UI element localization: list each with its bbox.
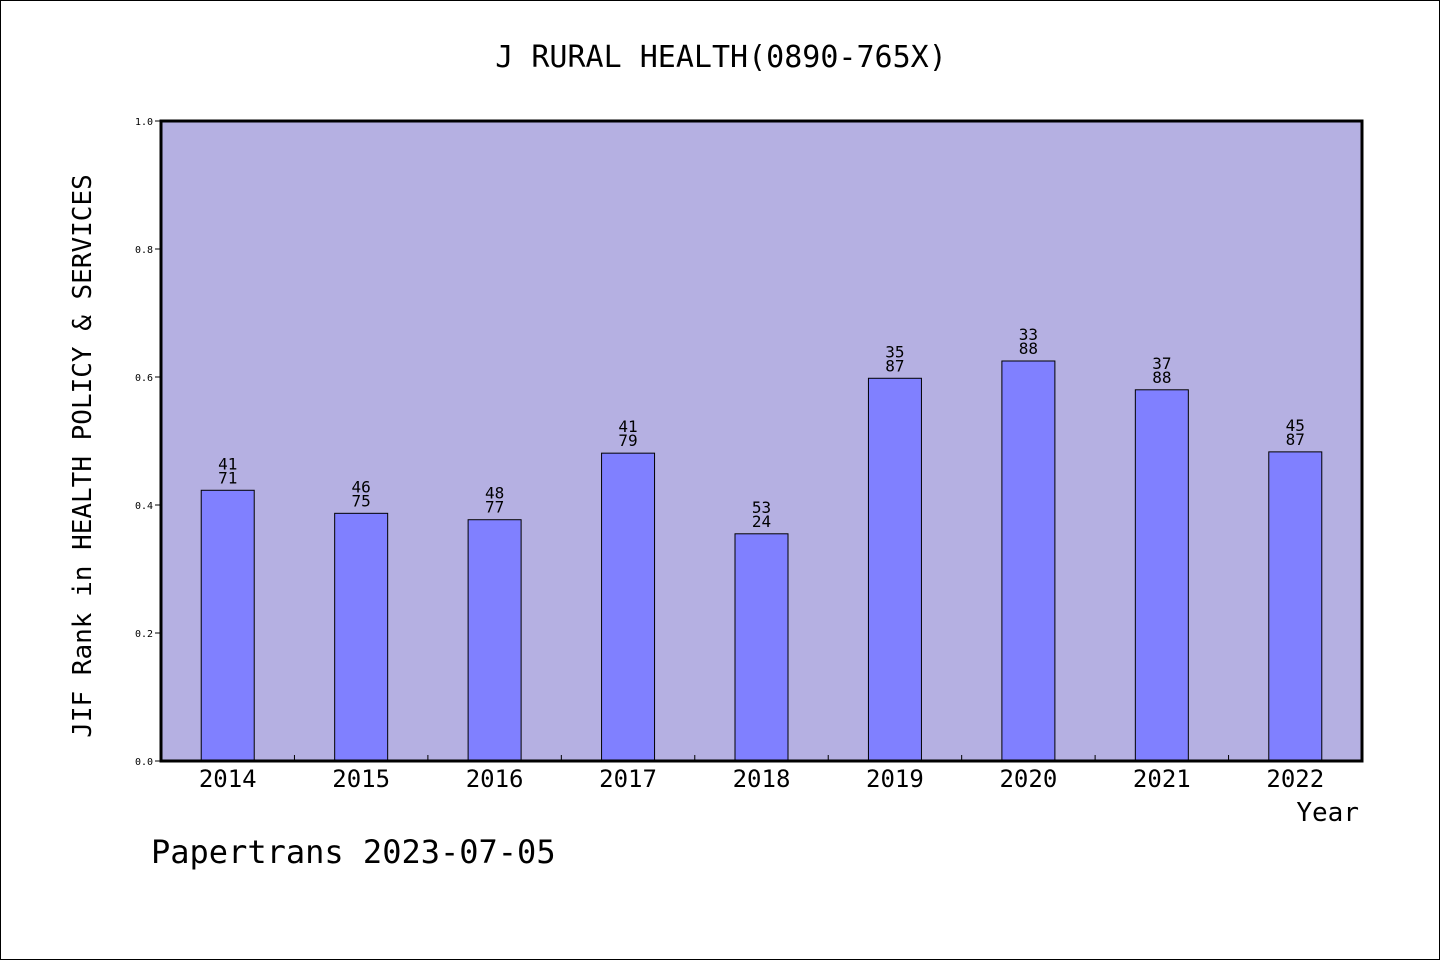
bar-label-total: 75 bbox=[352, 491, 371, 510]
x-tick-label: 2017 bbox=[599, 765, 657, 793]
y-tick-label: 0.6 bbox=[135, 373, 153, 384]
chart-title: J RURAL HEALTH(0890-765X) bbox=[495, 40, 947, 75]
bar-label-rank: 46 bbox=[352, 477, 371, 496]
bar-label-total: 79 bbox=[618, 431, 637, 450]
bar-label-total: 24 bbox=[752, 512, 771, 531]
bar-label-rank: 37 bbox=[1152, 354, 1171, 373]
bar-label-rank: 35 bbox=[885, 342, 904, 361]
footer-credit: Papertrans 2023-07-05 bbox=[151, 833, 556, 871]
x-tick-label: 2018 bbox=[733, 765, 791, 793]
x-tick-label: 2020 bbox=[999, 765, 1057, 793]
bar-2022 bbox=[1268, 451, 1323, 762]
bar-2019 bbox=[867, 377, 922, 762]
bar-2018 bbox=[734, 533, 789, 762]
x-tick-label: 2019 bbox=[866, 765, 924, 793]
bar-label-total: 87 bbox=[885, 356, 904, 375]
y-tick-label: 0.0 bbox=[135, 757, 153, 768]
x-axis-label: Year bbox=[1296, 798, 1359, 828]
bar-label-rank: 48 bbox=[485, 484, 504, 503]
bar-2014 bbox=[200, 489, 255, 762]
bar-label-total: 71 bbox=[218, 468, 237, 487]
bar-label-rank: 53 bbox=[752, 498, 771, 517]
y-axis-label: JIF Rank in HEALTH POLICY & SERVICES bbox=[68, 174, 98, 738]
plot-border bbox=[159, 119, 1364, 763]
x-tick-label: 2016 bbox=[466, 765, 524, 793]
bar-2017 bbox=[601, 452, 656, 762]
y-tick-label: 0.8 bbox=[135, 245, 153, 256]
bar-2021 bbox=[1134, 389, 1189, 762]
y-tick-label: 0.2 bbox=[135, 629, 153, 640]
bar-2016 bbox=[467, 519, 522, 762]
y-tick-label: 0.4 bbox=[135, 501, 153, 512]
bar-label-rank: 41 bbox=[618, 417, 637, 436]
x-axis-ticks: 2014 2015 2016 2017 2018 2019 2020 2021 2022 bbox=[199, 755, 1324, 793]
bar-label-rank: 45 bbox=[1286, 416, 1305, 435]
bar-label-rank: 41 bbox=[218, 454, 237, 473]
x-tick-label: 2014 bbox=[199, 765, 257, 793]
bar-label-total: 77 bbox=[485, 498, 504, 517]
bar-label-rank: 33 bbox=[1019, 325, 1038, 344]
x-tick-label: 2015 bbox=[332, 765, 390, 793]
y-tick-label: 1.0 bbox=[135, 117, 153, 128]
bar-label-total: 87 bbox=[1286, 430, 1305, 449]
bar-2015 bbox=[334, 512, 389, 762]
bar-label-total: 88 bbox=[1019, 339, 1038, 358]
bar-label-total: 88 bbox=[1152, 368, 1171, 387]
x-tick-label: 2021 bbox=[1133, 765, 1191, 793]
bar-2020 bbox=[1001, 360, 1056, 762]
y-axis-ticks: 0.0 0.2 0.4 0.6 0.8 1.0 bbox=[135, 117, 161, 768]
x-tick-label: 2022 bbox=[1266, 765, 1324, 793]
